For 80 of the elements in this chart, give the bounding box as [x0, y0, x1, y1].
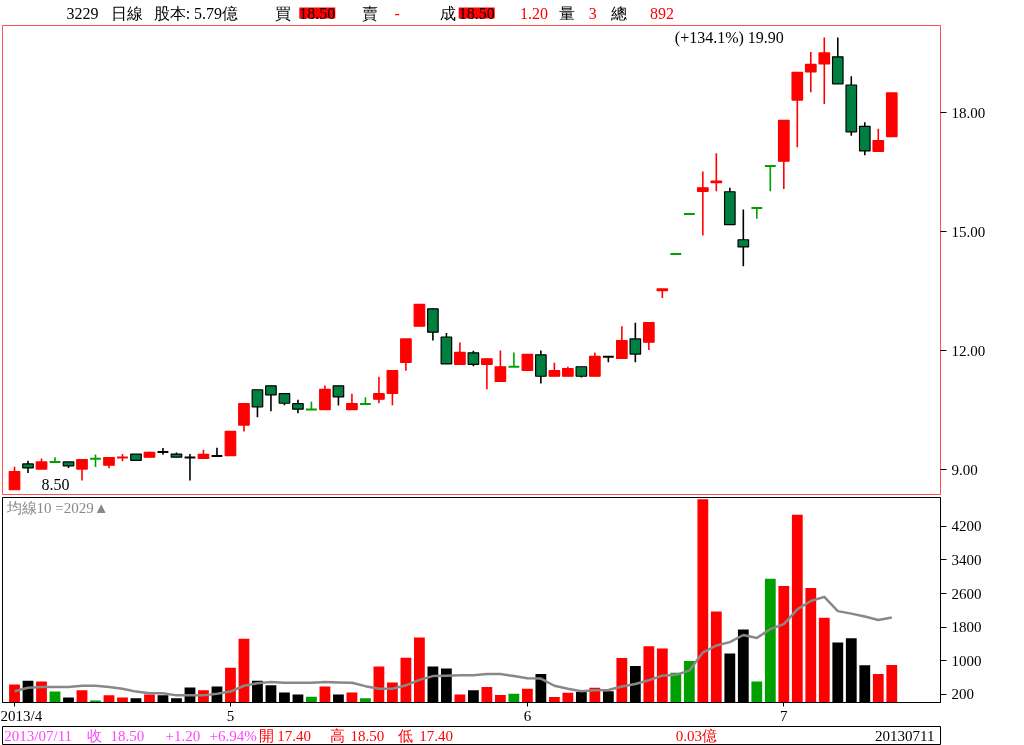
- candlestick: [210, 446, 224, 458]
- annotation: (+134.1%) 19.90: [674, 28, 784, 47]
- candlestick: [332, 384, 345, 407]
- text: 17.40: [277, 728, 312, 744]
- text: 20130711: [875, 728, 935, 744]
- candlestick: [872, 127, 885, 153]
- text: 18.50: [110, 728, 145, 744]
- candlestick: [507, 351, 521, 368]
- text: 成: [440, 4, 457, 22]
- text: +1.20: [165, 728, 201, 744]
- candlestick: [535, 349, 547, 385]
- candlestick: [386, 369, 399, 407]
- x-tick-label: 7: [780, 707, 789, 724]
- text: 18.50: [458, 4, 495, 22]
- candlestick: [238, 402, 250, 433]
- y-tick-label: 3400: [951, 551, 982, 568]
- y-tick-label: 15.00: [951, 223, 986, 240]
- candlestick: [669, 253, 683, 256]
- candlestick: [8, 465, 21, 491]
- x-tick-label: 6: [523, 707, 532, 724]
- y-tick-label: 18.00: [951, 104, 986, 121]
- text: 總: [609, 4, 627, 22]
- candlestick: [642, 321, 655, 351]
- text: 892: [650, 4, 675, 22]
- candlestick: [454, 341, 466, 366]
- candlestick: [251, 388, 264, 418]
- candlestick: [76, 458, 88, 482]
- x-tick-label: 5: [226, 707, 235, 724]
- candlestick: [750, 207, 764, 220]
- text: -: [394, 4, 400, 22]
- text: 18.50: [299, 4, 336, 22]
- text: 3229: [66, 4, 99, 22]
- text: 17.40: [419, 728, 454, 744]
- candlestick: [481, 358, 493, 391]
- y-tick-label: 4200: [951, 518, 982, 535]
- text: 高: [329, 728, 345, 744]
- text: 股本: 5.79億: [153, 4, 239, 22]
- text: 開: [258, 728, 274, 744]
- line-series: [13, 595, 894, 697]
- text: 18.50: [350, 728, 385, 744]
- candlestick: [696, 170, 709, 237]
- candlestick: [710, 152, 723, 193]
- text: 買: [275, 4, 292, 22]
- text: 收: [86, 728, 102, 744]
- text: 低: [398, 728, 414, 744]
- text: 量: [559, 4, 576, 22]
- candlestick: [427, 308, 439, 342]
- candlestick: [682, 212, 696, 215]
- y-tick-label: 1000: [951, 652, 982, 669]
- candlestick: [629, 321, 642, 364]
- annotation: 8.50: [41, 475, 70, 493]
- text: 日線: [110, 4, 143, 22]
- candlestick: [48, 456, 62, 463]
- candlestick: [373, 375, 385, 405]
- y-tick-label: 200: [951, 686, 974, 703]
- candlestick: [804, 51, 817, 93]
- candlestick: [818, 36, 831, 105]
- candlestick: [265, 384, 277, 412]
- text: 3: [588, 4, 597, 22]
- y-tick-label: 9.00: [951, 461, 978, 478]
- y-tick-label: 12.00: [951, 342, 986, 359]
- candlestick: [413, 303, 426, 328]
- text: 1.20: [520, 4, 549, 22]
- candlestick: [615, 325, 628, 360]
- candlestick: [763, 164, 777, 193]
- candlestick: [400, 338, 412, 372]
- y-tick-label: 1800: [951, 619, 982, 636]
- text: +6.94%: [209, 728, 257, 744]
- text: 2013/07/11: [4, 728, 73, 744]
- text: 均線10 =2029▲: [5, 500, 109, 517]
- candlestick: [156, 447, 170, 456]
- y-tick-label: 2600: [951, 585, 982, 602]
- candlestick: [319, 384, 331, 411]
- text: 0.03億: [675, 728, 718, 744]
- text: 賣: [361, 4, 378, 22]
- x-tick-label: 2013/4: [0, 707, 43, 724]
- candlestick: [183, 453, 197, 482]
- candlestick: [494, 349, 507, 383]
- candlestick: [737, 208, 750, 268]
- candlestick: [588, 351, 601, 378]
